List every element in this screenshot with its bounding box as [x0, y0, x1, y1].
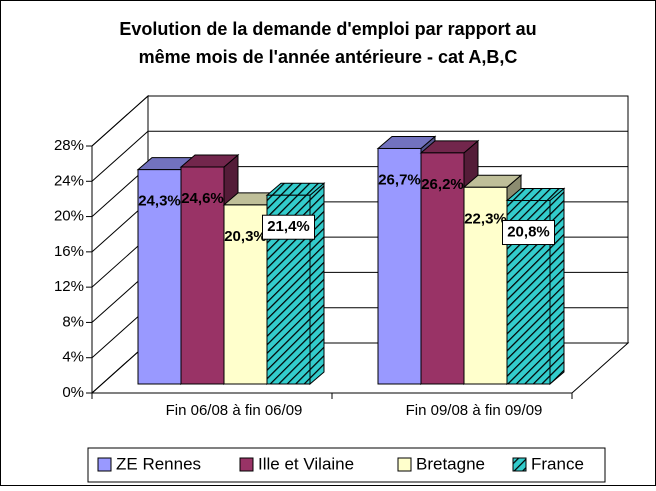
y-tick-label: 16% [54, 243, 84, 260]
chart-title: Evolution de la demande d'emploi par rap… [119, 19, 536, 39]
bar [137, 169, 182, 385]
y-tick-label: 12% [54, 278, 84, 295]
grid-line [91, 130, 628, 182]
legend-label: ZE Rennes [116, 454, 201, 473]
value-label: 26,7% [378, 171, 421, 188]
legend-label: Bretagne [416, 454, 485, 473]
x-tick-label: Fin 09/08 à fin 09/09 [406, 402, 543, 419]
y-tick-label: 20% [54, 208, 84, 225]
value-label: 20,8% [507, 223, 550, 240]
legend-label: France [531, 454, 584, 473]
legend-swatch [97, 457, 112, 472]
value-label-box [262, 214, 315, 240]
value-label: 20,3% [224, 228, 267, 245]
y-tick-label: 8% [62, 313, 84, 330]
y-tick-label: 4% [62, 349, 84, 366]
value-label: 24,6% [181, 190, 224, 207]
legend-swatch [239, 457, 254, 472]
value-label: 21,4% [267, 218, 310, 235]
grid-line [91, 95, 628, 147]
bar [420, 152, 465, 385]
value-label: 22,3% [464, 210, 507, 227]
bar [223, 204, 268, 385]
legend-label: Ille et Vilaine [258, 454, 354, 473]
y-tick-label: 24% [54, 172, 84, 189]
legend-swatch [512, 457, 527, 472]
chart-title: même mois de l'année antérieure - cat A,… [139, 47, 518, 67]
bar [180, 166, 225, 385]
value-label-box [502, 220, 555, 246]
value-label: 24,3% [138, 193, 181, 210]
x-tick-label: Fin 06/08 à fin 06/09 [166, 402, 303, 419]
bar-side [309, 182, 325, 386]
y-tick-label: 28% [54, 137, 84, 154]
legend-swatch [397, 457, 412, 472]
y-tick-label: 0% [62, 384, 84, 401]
bar-side [549, 187, 565, 386]
value-label: 26,2% [421, 176, 464, 193]
